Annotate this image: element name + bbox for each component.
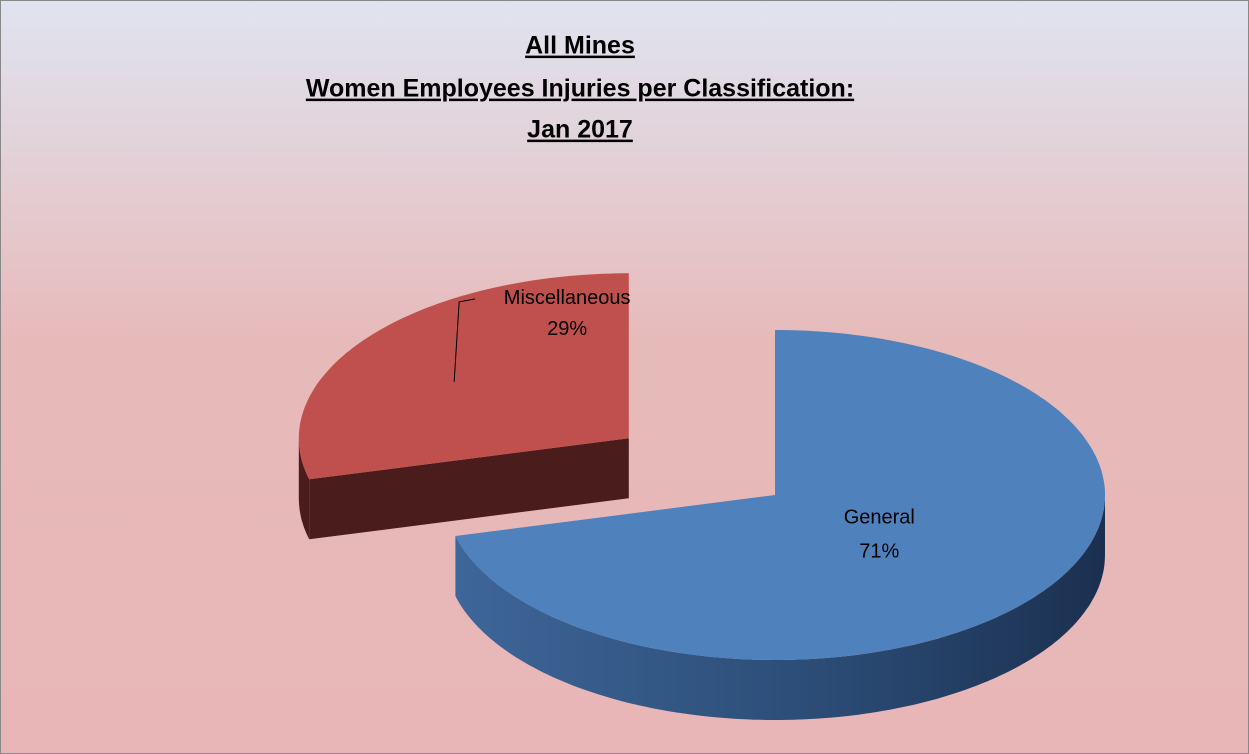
chart-title: All Mines xyxy=(525,32,635,60)
value-label: 29% xyxy=(547,318,587,340)
value-label: 71% xyxy=(859,541,899,563)
slice-face xyxy=(309,438,629,540)
slice-side xyxy=(455,495,1105,720)
slice xyxy=(298,273,629,480)
slice-label: Miscellaneous xyxy=(504,287,631,309)
slice-label: General xyxy=(844,507,915,529)
chart-title: Women Employees Injuries per Classificat… xyxy=(306,75,854,103)
chart-title: Jan 2017 xyxy=(527,116,633,144)
slice xyxy=(455,330,1105,660)
leader-line xyxy=(453,298,476,382)
slice-side xyxy=(298,438,310,540)
